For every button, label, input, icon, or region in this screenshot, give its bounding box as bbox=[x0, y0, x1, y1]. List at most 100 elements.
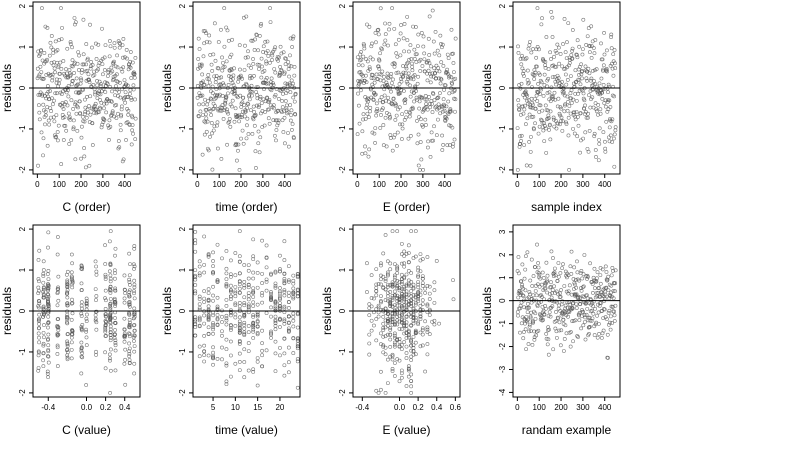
data-point bbox=[424, 102, 429, 106]
data-point bbox=[546, 325, 551, 330]
data-point bbox=[390, 322, 395, 327]
data-point bbox=[278, 318, 282, 322]
data-point bbox=[275, 109, 280, 114]
data-point bbox=[527, 322, 532, 327]
data-point bbox=[559, 115, 564, 120]
data-point bbox=[254, 85, 259, 90]
data-point bbox=[515, 167, 520, 172]
data-point bbox=[56, 123, 61, 128]
data-point bbox=[567, 167, 572, 172]
data-point bbox=[64, 272, 69, 277]
data-point bbox=[440, 42, 445, 47]
data-point bbox=[357, 121, 362, 126]
data-point bbox=[241, 95, 246, 100]
data-point bbox=[402, 276, 407, 281]
data-point bbox=[85, 95, 89, 99]
data-point bbox=[556, 316, 560, 321]
data-point bbox=[96, 42, 101, 47]
data-point bbox=[613, 268, 618, 273]
data-point bbox=[40, 6, 44, 11]
data-point bbox=[432, 280, 437, 285]
data-point bbox=[558, 271, 563, 275]
data-point bbox=[534, 333, 539, 338]
data-point bbox=[65, 288, 70, 293]
data-point bbox=[547, 327, 551, 332]
data-point bbox=[571, 339, 575, 344]
data-point bbox=[391, 77, 395, 82]
data-point bbox=[444, 116, 449, 121]
data-point bbox=[127, 304, 132, 309]
data-point bbox=[114, 72, 119, 77]
data-point bbox=[237, 254, 242, 259]
data-point bbox=[426, 36, 431, 41]
data-point bbox=[385, 270, 390, 275]
data-point bbox=[427, 332, 432, 336]
data-point bbox=[251, 320, 256, 325]
data-point bbox=[529, 50, 534, 55]
data-point bbox=[574, 98, 579, 103]
data-point bbox=[373, 92, 378, 97]
data-point bbox=[522, 95, 527, 100]
data-point bbox=[193, 275, 198, 280]
data-point bbox=[215, 308, 220, 313]
data-point bbox=[286, 326, 291, 331]
data-point bbox=[273, 300, 278, 305]
data-point bbox=[280, 118, 285, 123]
data-point bbox=[233, 315, 238, 320]
data-point bbox=[211, 101, 216, 106]
data-point bbox=[282, 288, 287, 293]
data-point bbox=[209, 121, 214, 125]
data-point bbox=[373, 31, 378, 35]
data-point bbox=[286, 290, 291, 295]
data-point bbox=[282, 281, 287, 286]
y-tick-label: -2 bbox=[18, 166, 27, 174]
data-point bbox=[536, 265, 541, 270]
data-point bbox=[543, 281, 548, 286]
data-point bbox=[401, 89, 406, 93]
data-point bbox=[132, 296, 137, 301]
data-point bbox=[103, 90, 108, 94]
data-point bbox=[612, 164, 617, 169]
data-point bbox=[88, 66, 93, 71]
data-point bbox=[423, 319, 428, 324]
data-point bbox=[554, 82, 558, 87]
data-point bbox=[554, 64, 559, 69]
data-point bbox=[52, 98, 56, 103]
data-point bbox=[127, 346, 132, 351]
data-point bbox=[120, 159, 125, 164]
data-point bbox=[108, 332, 113, 337]
data-point bbox=[39, 48, 43, 53]
data-point bbox=[272, 106, 276, 111]
data-point bbox=[583, 103, 587, 108]
data-point bbox=[224, 316, 229, 321]
data-point bbox=[68, 42, 73, 46]
data-point bbox=[416, 290, 421, 295]
data-point bbox=[532, 127, 536, 132]
data-point bbox=[392, 132, 397, 137]
data-point bbox=[202, 82, 207, 87]
data-point bbox=[202, 270, 207, 275]
data-point bbox=[237, 321, 242, 326]
data-point bbox=[369, 328, 374, 333]
data-point bbox=[566, 291, 571, 296]
data-point bbox=[98, 83, 103, 88]
data-point bbox=[268, 20, 273, 25]
data-point bbox=[523, 57, 528, 62]
data-point bbox=[260, 238, 265, 243]
data-point bbox=[390, 6, 394, 11]
data-point bbox=[55, 290, 60, 295]
data-point bbox=[131, 131, 135, 136]
y-tick-label: -1 bbox=[498, 320, 507, 328]
data-point bbox=[413, 25, 418, 29]
data-point bbox=[558, 291, 562, 296]
data-point bbox=[125, 83, 130, 88]
data-point bbox=[434, 133, 439, 138]
data-point bbox=[609, 283, 614, 288]
data-point bbox=[606, 90, 610, 95]
data-point bbox=[282, 363, 287, 368]
data-point bbox=[518, 86, 523, 91]
data-point bbox=[607, 308, 612, 313]
data-point bbox=[568, 330, 573, 334]
